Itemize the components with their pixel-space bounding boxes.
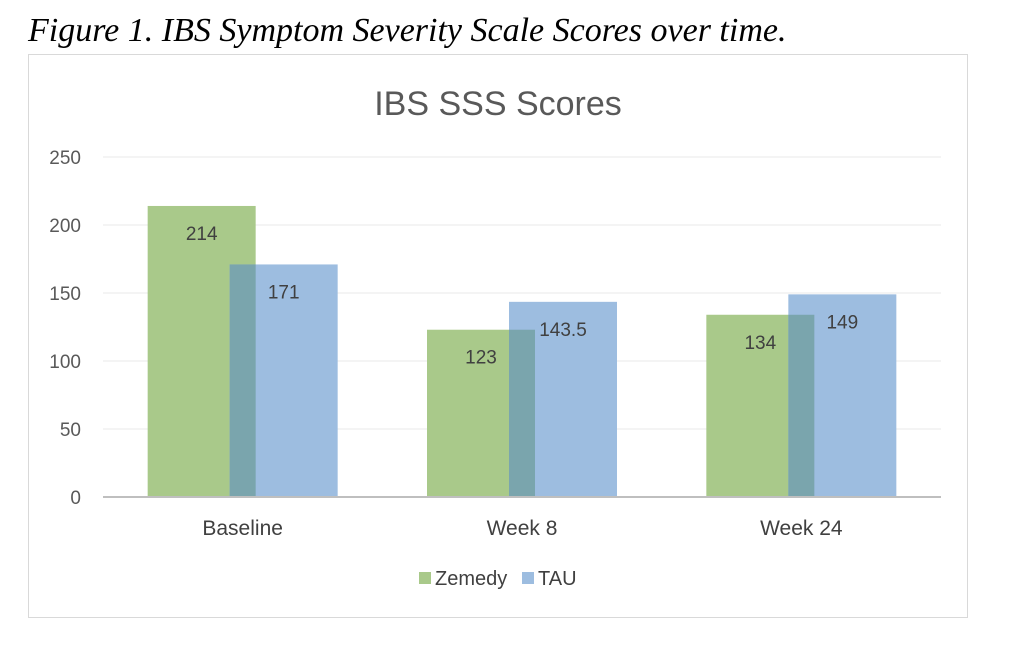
legend-swatch-zemedy bbox=[419, 572, 431, 584]
x-category-label: Week 24 bbox=[760, 517, 843, 540]
legend-swatch-tau bbox=[522, 572, 534, 584]
data-label: 123 bbox=[465, 348, 497, 369]
x-category-label: Week 8 bbox=[487, 517, 558, 540]
y-tick-label: 150 bbox=[49, 284, 81, 305]
y-tick-label: 200 bbox=[49, 216, 81, 237]
bar-overlaps bbox=[229, 264, 815, 497]
data-label: 214 bbox=[186, 224, 218, 245]
x-axis-categories: Baseline Week 8 Week 24 bbox=[202, 517, 843, 540]
data-label: 171 bbox=[268, 282, 300, 303]
bar-chart: IBS SSS Scores 0 50 100 150 200 250 214 171 123… bbox=[49, 85, 941, 590]
y-axis-ticks: 0 50 100 150 200 250 bbox=[49, 148, 81, 509]
data-label: 134 bbox=[744, 333, 776, 354]
bar-overlap bbox=[509, 329, 535, 497]
y-tick-label: 0 bbox=[70, 488, 81, 509]
bar-overlap bbox=[229, 264, 256, 497]
figure-caption: Figure 1. IBS Symptom Severity Scale Sco… bbox=[28, 12, 787, 49]
chart-frame: IBS SSS Scores 0 50 100 150 200 250 214 171 123… bbox=[28, 54, 968, 618]
legend-label: Zemedy bbox=[435, 568, 507, 590]
bar-overlap bbox=[788, 314, 815, 497]
chart-title: IBS SSS Scores bbox=[374, 85, 622, 123]
x-category-label: Baseline bbox=[202, 517, 283, 540]
data-label: 149 bbox=[826, 312, 858, 333]
data-labels: 214 171 123 143.5 134 149 bbox=[186, 224, 858, 369]
legend-label: TAU bbox=[538, 568, 577, 590]
y-tick-label: 100 bbox=[49, 352, 81, 373]
data-label: 143.5 bbox=[539, 320, 587, 341]
legend: Zemedy TAU bbox=[419, 568, 577, 590]
y-tick-label: 250 bbox=[49, 148, 81, 169]
y-tick-label: 50 bbox=[60, 420, 81, 441]
